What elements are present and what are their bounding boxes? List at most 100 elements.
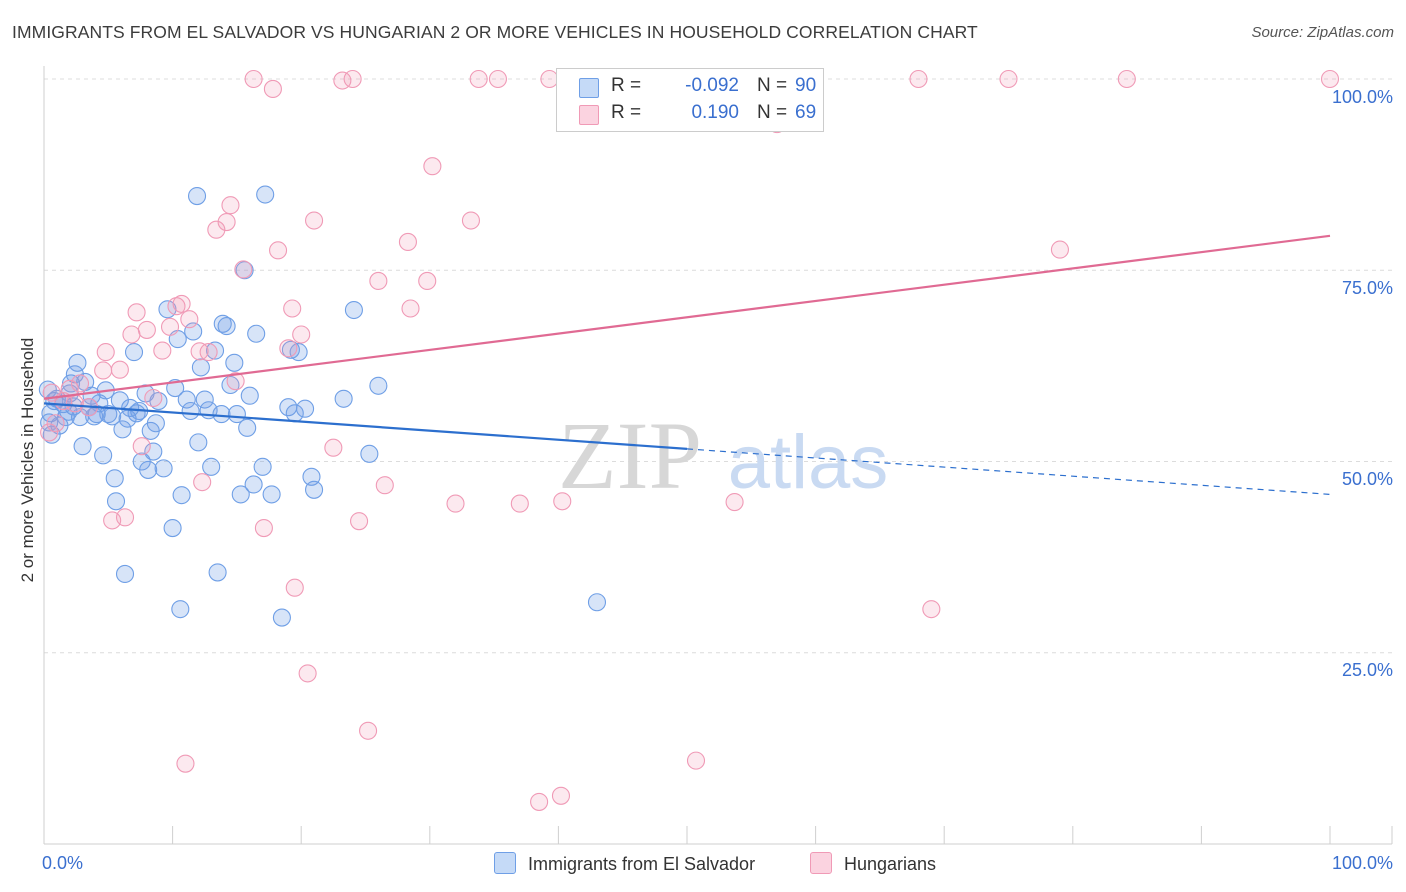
- point-pink: [160, 317, 180, 336]
- point-pink: [96, 343, 115, 362]
- point-pink: [221, 196, 240, 215]
- source-label: Source: ZipAtlas.com: [1251, 24, 1394, 41]
- point-pink: [40, 423, 59, 442]
- point-pink: [298, 664, 317, 683]
- watermark: ZIP atlas: [558, 402, 888, 509]
- point-pink: [343, 69, 362, 89]
- point-blue: [163, 519, 182, 538]
- point-blue: [139, 460, 158, 479]
- point-pink: [234, 260, 253, 279]
- bottom-legend-swatch-pink: [810, 852, 832, 874]
- point-pink: [176, 754, 195, 773]
- point-pink: [469, 69, 488, 89]
- point-pink: [60, 379, 79, 398]
- point-pink: [1320, 69, 1340, 89]
- point-pink: [446, 494, 465, 513]
- point-blue: [244, 475, 263, 494]
- axes: [43, 66, 1393, 845]
- point-pink: [350, 512, 369, 531]
- point-blue: [231, 485, 250, 504]
- point-pink: [398, 232, 417, 251]
- point-pink: [922, 600, 941, 619]
- point-pink: [207, 220, 226, 239]
- legend-n-label: N =: [757, 102, 788, 123]
- point-pink: [172, 294, 191, 313]
- point-blue: [205, 341, 225, 360]
- point-blue: [187, 186, 207, 206]
- legend-r-label: R =: [611, 102, 642, 123]
- point-blue: [144, 442, 163, 461]
- point-blue: [208, 563, 227, 582]
- point-blue: [272, 608, 291, 627]
- bottom-legend-hungarians: Hungarians: [810, 852, 936, 875]
- bottom-legend-label: Hungarians: [844, 854, 937, 874]
- point-pink: [217, 213, 236, 232]
- point-pink: [115, 508, 135, 527]
- legend-swatch-blue: [579, 78, 599, 98]
- point-pink: [369, 271, 388, 291]
- y-tick-label-100: 100.0%: [1331, 87, 1393, 107]
- point-blue: [202, 457, 221, 476]
- point-pink: [127, 303, 146, 322]
- chart-title: IMMIGRANTS FROM EL SALVADOR VS HUNGARIAN…: [12, 22, 978, 42]
- point-blue: [177, 390, 196, 409]
- point-pink: [94, 361, 113, 380]
- point-pink: [418, 271, 437, 291]
- point-pink: [686, 751, 706, 770]
- legend-r-label: R =: [611, 75, 642, 96]
- trend-lines: [43, 234, 1331, 495]
- point-blue: [247, 324, 266, 343]
- point-blue: [334, 389, 353, 408]
- point-pink: [46, 414, 65, 433]
- point-blue: [344, 300, 363, 320]
- legend-swatch-pink: [579, 105, 599, 125]
- point-blue: [240, 386, 259, 405]
- bottom-legend-swatch-blue: [494, 852, 516, 874]
- point-blue: [189, 433, 208, 452]
- point-blue: [106, 492, 126, 511]
- point-blue: [195, 390, 214, 409]
- point-blue: [360, 444, 379, 463]
- correlation-legend: R = -0.092 N = 90 R = 0.190 N = 69: [556, 68, 824, 132]
- point-blue: [238, 418, 257, 437]
- watermark-atlas: atlas: [728, 420, 889, 505]
- point-blue: [256, 185, 275, 204]
- point-blue: [124, 343, 144, 362]
- point-pink: [305, 211, 324, 230]
- point-pink: [999, 69, 1018, 89]
- point-pink: [144, 388, 163, 408]
- point-pink: [909, 69, 928, 89]
- point-blue: [262, 485, 281, 504]
- bottom-legend-el-salvador: Immigrants from El Salvador: [494, 852, 755, 875]
- point-blue: [191, 358, 210, 377]
- watermark-zip: ZIP: [558, 402, 702, 509]
- point-pink: [269, 241, 288, 260]
- point-blue: [94, 446, 113, 465]
- point-pink: [199, 343, 218, 362]
- point-blue: [235, 261, 254, 280]
- point-pink: [551, 786, 571, 805]
- trend-line-pink: [43, 234, 1331, 400]
- point-pink: [254, 519, 273, 538]
- point-blue: [369, 376, 388, 395]
- point-blue: [305, 480, 324, 499]
- point-pink: [725, 492, 744, 512]
- point-pink: [488, 69, 508, 89]
- y-tick-label-50: 50.0%: [1341, 469, 1393, 489]
- point-blue: [65, 365, 84, 384]
- point-pink: [70, 374, 90, 393]
- bottom-legend-label: Immigrants from El Salvador: [528, 854, 756, 874]
- point-pink: [110, 360, 129, 379]
- point-pink: [263, 79, 282, 98]
- point-blue: [253, 457, 272, 476]
- point-pink: [283, 299, 302, 318]
- point-pink: [553, 492, 572, 511]
- point-pink: [1117, 69, 1136, 89]
- data-points: [38, 69, 1340, 811]
- point-blue: [181, 401, 200, 421]
- point-pink: [153, 341, 172, 360]
- gridlines: [44, 78, 1392, 654]
- legend-n-value: 90: [795, 75, 817, 96]
- y-tick-label-25: 25.0%: [1341, 660, 1393, 680]
